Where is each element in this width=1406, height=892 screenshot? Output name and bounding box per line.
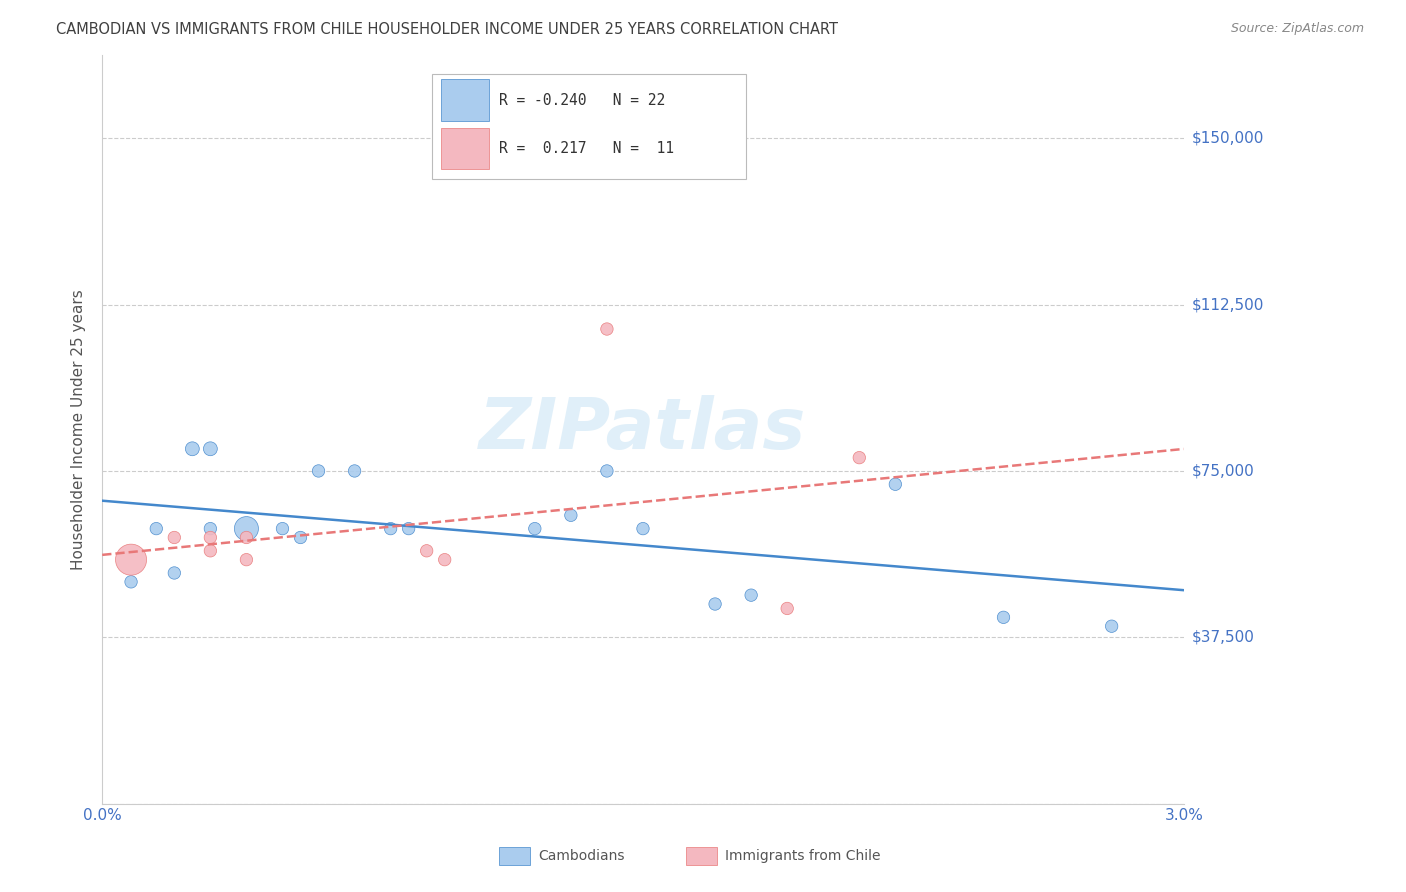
Point xyxy=(740,588,762,602)
Text: Immigrants from Chile: Immigrants from Chile xyxy=(725,849,882,863)
Point xyxy=(235,522,257,536)
Point xyxy=(415,543,437,558)
Point xyxy=(343,464,366,478)
Point xyxy=(200,543,222,558)
Point xyxy=(848,450,870,465)
Point xyxy=(1101,619,1123,633)
Point xyxy=(200,522,222,536)
Point xyxy=(163,531,186,545)
Point xyxy=(181,442,204,456)
Point xyxy=(704,597,727,611)
Point xyxy=(271,522,294,536)
Point xyxy=(163,566,186,580)
Point xyxy=(308,464,330,478)
Point xyxy=(120,574,142,589)
Text: ZIPatlas: ZIPatlas xyxy=(479,395,807,464)
Text: $150,000: $150,000 xyxy=(1192,131,1264,145)
Point xyxy=(776,601,799,615)
Point xyxy=(398,522,420,536)
Point xyxy=(523,522,546,536)
FancyBboxPatch shape xyxy=(440,128,489,169)
Point xyxy=(993,610,1015,624)
Y-axis label: Householder Income Under 25 years: Householder Income Under 25 years xyxy=(72,289,86,570)
Point xyxy=(596,322,619,336)
Point xyxy=(120,552,142,566)
Text: $37,500: $37,500 xyxy=(1192,630,1256,645)
Point xyxy=(235,531,257,545)
Text: $112,500: $112,500 xyxy=(1192,297,1264,312)
Text: $75,000: $75,000 xyxy=(1192,464,1254,478)
Point xyxy=(631,522,654,536)
Point xyxy=(433,552,456,566)
Point xyxy=(200,531,222,545)
Point xyxy=(560,508,582,523)
Point xyxy=(884,477,907,491)
FancyBboxPatch shape xyxy=(432,74,745,178)
Text: CAMBODIAN VS IMMIGRANTS FROM CHILE HOUSEHOLDER INCOME UNDER 25 YEARS CORRELATION: CAMBODIAN VS IMMIGRANTS FROM CHILE HOUSE… xyxy=(56,22,838,37)
Point xyxy=(235,552,257,566)
Point xyxy=(200,442,222,456)
Text: Cambodians: Cambodians xyxy=(538,849,626,863)
FancyBboxPatch shape xyxy=(440,79,489,120)
Text: R = -0.240   N = 22: R = -0.240 N = 22 xyxy=(499,93,665,108)
Point xyxy=(290,531,312,545)
Point xyxy=(145,522,167,536)
Point xyxy=(596,464,619,478)
Text: Source: ZipAtlas.com: Source: ZipAtlas.com xyxy=(1230,22,1364,36)
Text: R =  0.217   N =  11: R = 0.217 N = 11 xyxy=(499,141,673,156)
Point xyxy=(380,522,402,536)
